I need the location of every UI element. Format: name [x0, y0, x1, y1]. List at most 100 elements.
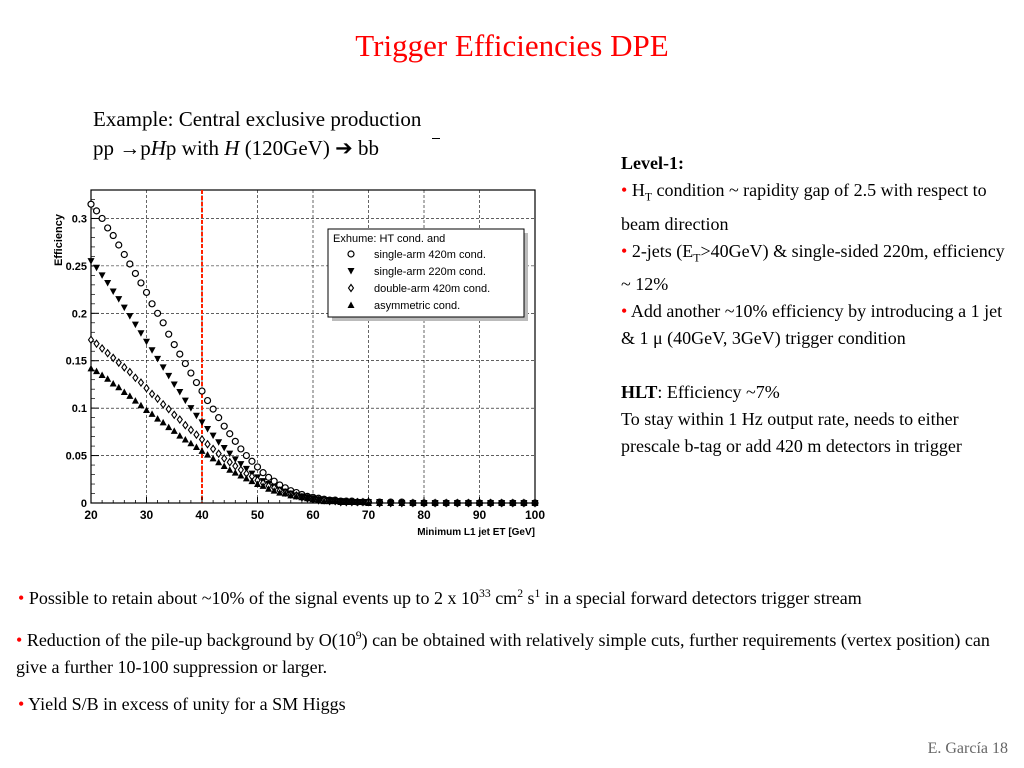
p2-a: Reduction of the pile-up background by O…: [26, 630, 356, 650]
data-point: [237, 461, 245, 468]
series-group: [87, 200, 539, 508]
data-point: [220, 462, 228, 470]
data-point: [87, 364, 95, 372]
hlt-heading: HLT: [621, 382, 658, 403]
data-point: [131, 321, 139, 329]
data-point: [226, 450, 234, 458]
data-point: [192, 443, 200, 451]
data-point: [120, 388, 128, 396]
data-point: [176, 350, 184, 358]
data-point: [203, 396, 212, 405]
data-point: [93, 339, 100, 349]
p1-b: cm: [490, 588, 518, 608]
data-point: [176, 415, 183, 424]
data-point: [231, 469, 239, 476]
p1-sup1: 33: [479, 587, 491, 600]
data-point: [209, 405, 217, 413]
data-point: [192, 412, 200, 420]
data-point: [193, 430, 200, 440]
data-point: [143, 338, 150, 346]
bullet-icon: •: [621, 240, 628, 261]
data-point: [87, 258, 95, 265]
slide-title: Trigger Efficiencies DPE: [355, 28, 669, 63]
data-point: [142, 288, 151, 297]
data-point: [148, 410, 156, 417]
data-point: [237, 471, 245, 479]
data-point: [165, 330, 173, 338]
legend-box: [327, 228, 525, 318]
bullet-icon: •: [18, 694, 25, 714]
data-point: [187, 425, 195, 435]
data-point: [148, 347, 156, 354]
y-tick-label: 0.25: [66, 261, 87, 273]
b1-text-a: H: [631, 180, 645, 200]
b2-text-b: >40GeV) & single-sided 220m, efficiency …: [621, 240, 1005, 295]
data-point: [231, 437, 239, 445]
p1-d: in a special forward detectors trigger s…: [540, 588, 862, 608]
data-point: [170, 341, 178, 349]
data-point: [170, 427, 178, 434]
data-point: [253, 463, 262, 471]
data-point: [126, 313, 134, 320]
bbar-overline-icon: [432, 138, 440, 139]
hlt-detail: To stay within 1 Hz output rate, needs t…: [621, 409, 962, 457]
data-point: [204, 439, 211, 449]
data-point: [104, 348, 111, 358]
data-point: [98, 214, 106, 223]
bottom-bullet-1: • Possible to retain about ~10% of the s…: [18, 580, 1008, 612]
data-point: [115, 296, 123, 303]
b2-sub: T: [693, 251, 701, 265]
p1-c: s: [523, 588, 535, 608]
data-point: [115, 383, 123, 391]
bullet-icon: •: [18, 588, 25, 608]
data-point: [226, 430, 234, 438]
x-tick-label: 70: [362, 508, 376, 522]
p1-sup2: 2: [517, 587, 524, 600]
y-tick-label: 0.15: [66, 356, 87, 368]
example-line-1: Example: Central exclusive production: [93, 107, 422, 131]
data-point: [126, 260, 134, 268]
x-tick-label: 40: [195, 508, 209, 522]
legend-marker: [347, 268, 355, 275]
data-point: [120, 250, 128, 259]
y-tick-label: 0: [81, 498, 87, 510]
data-point: [220, 422, 228, 430]
data-point: [143, 383, 150, 393]
y-tick-label: 0.3: [72, 213, 87, 225]
legend-label: single-arm 420m cond.: [374, 249, 486, 261]
x-tick-label: 90: [473, 508, 487, 522]
data-point: [115, 241, 123, 249]
data-point: [132, 373, 139, 383]
data-point: [248, 457, 256, 465]
data-point: [198, 435, 206, 444]
data-point: [276, 489, 284, 496]
example-line-2: pp →pHp with H (120GeV) ➔ bb: [93, 134, 440, 163]
data-point: [182, 420, 189, 430]
legend-title: Exhume: HT cond. and: [333, 233, 445, 245]
data-point: [198, 387, 206, 395]
bottom-bullet-3: • Yield S/B in excess of unity for a SM …: [18, 691, 1008, 718]
data-point: [109, 231, 117, 240]
y-axis-label: Efficiency: [53, 213, 65, 266]
data-point: [348, 498, 356, 506]
data-point: [287, 491, 295, 499]
data-point: [104, 224, 112, 232]
example-pp: pp: [93, 136, 120, 160]
efficiency-chart: 20 30 40 50 60 70 80 90 100 0 0.05 0.1 0.15 0.2 0.25 0.…: [53, 189, 545, 538]
data-point: [226, 466, 234, 473]
b3-text: Add another ~10% efficiency by introduci…: [621, 301, 1003, 349]
arrow-icon: →: [119, 136, 141, 160]
data-point: [93, 367, 101, 375]
data-point: [170, 381, 178, 388]
data-point: [187, 439, 195, 447]
data-point: [192, 378, 201, 387]
data-point: [148, 389, 156, 399]
data-point: [159, 319, 167, 327]
data-point: [298, 493, 306, 501]
data-point: [220, 444, 228, 452]
data-point: [204, 451, 212, 458]
data-point: [176, 389, 184, 396]
data-point: [92, 207, 101, 215]
data-point: [115, 358, 122, 368]
data-point: [248, 477, 256, 485]
